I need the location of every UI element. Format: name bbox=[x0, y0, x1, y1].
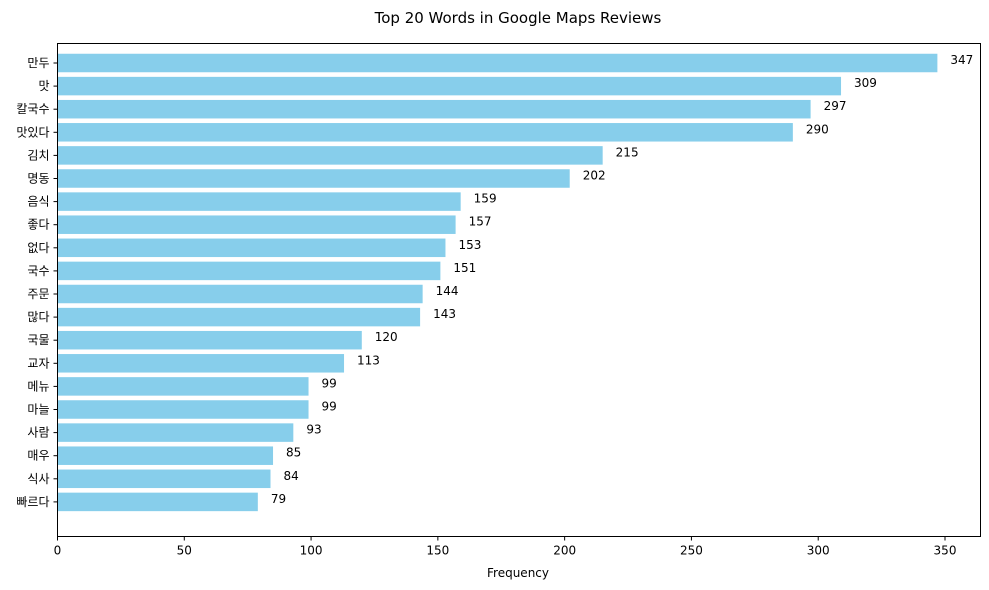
value-label: 159 bbox=[474, 192, 497, 206]
bar bbox=[57, 377, 309, 396]
x-tick-label: 50 bbox=[177, 544, 192, 558]
value-label: 120 bbox=[375, 330, 398, 344]
category-label: 주문 bbox=[27, 287, 49, 301]
plot-frame bbox=[57, 43, 981, 537]
value-label: 157 bbox=[469, 215, 492, 229]
category-label: 음식 bbox=[27, 195, 49, 209]
chart-title: Top 20 Words in Google Maps Reviews bbox=[374, 9, 662, 27]
value-label: 85 bbox=[286, 446, 301, 460]
bar bbox=[57, 469, 271, 489]
bar bbox=[57, 284, 423, 304]
value-label: 202 bbox=[583, 169, 606, 183]
x-axis-ticks: 0 50 100 150 200 250 300 350 bbox=[54, 536, 957, 558]
value-label: 113 bbox=[357, 353, 380, 367]
value-label: 215 bbox=[616, 145, 639, 159]
bar bbox=[57, 400, 309, 419]
x-axis-label: Frequency bbox=[487, 566, 549, 580]
bar bbox=[57, 446, 274, 465]
value-label: 84 bbox=[284, 469, 299, 483]
x-tick-label: 250 bbox=[680, 544, 703, 558]
category-label: 사람 bbox=[27, 426, 49, 440]
value-label: 143 bbox=[433, 307, 456, 321]
value-label: 93 bbox=[306, 423, 321, 437]
x-tick-label: 100 bbox=[300, 544, 323, 558]
value-label: 79 bbox=[271, 492, 286, 506]
x-tick-label: 350 bbox=[934, 544, 957, 558]
value-label: 309 bbox=[854, 76, 877, 90]
category-label: 맛 bbox=[38, 79, 49, 93]
category-label: 좋다 bbox=[27, 218, 49, 232]
bar bbox=[57, 261, 441, 281]
bar bbox=[57, 146, 603, 165]
x-tick-label: 300 bbox=[807, 544, 830, 558]
bar bbox=[57, 123, 793, 142]
x-tick-label: 150 bbox=[426, 544, 449, 558]
bar bbox=[57, 330, 362, 350]
category-labels: 만두맛칼국수맛있다김치명동음식좋다없다국수주문많다국물교자메뉴마늘사람매우식사빠… bbox=[16, 56, 58, 509]
value-label: 290 bbox=[806, 122, 829, 136]
bar bbox=[57, 53, 938, 73]
category-label: 칼국수 bbox=[16, 102, 49, 116]
category-label: 만두 bbox=[27, 56, 49, 70]
bar bbox=[57, 215, 456, 234]
x-tick-label: 200 bbox=[553, 544, 576, 558]
bar bbox=[57, 169, 570, 188]
category-label: 맛있다 bbox=[16, 125, 49, 139]
value-label: 99 bbox=[322, 376, 337, 390]
value-label: 144 bbox=[436, 284, 459, 298]
bar bbox=[57, 307, 421, 327]
category-label: 식사 bbox=[27, 472, 49, 486]
category-label: 명동 bbox=[27, 172, 49, 186]
category-label: 빠르다 bbox=[16, 495, 49, 509]
value-label: 153 bbox=[458, 238, 481, 252]
bars-group bbox=[57, 53, 938, 512]
category-label: 매우 bbox=[27, 449, 49, 463]
bar bbox=[57, 354, 345, 373]
x-tick-label: 0 bbox=[54, 544, 62, 558]
category-label: 교자 bbox=[27, 356, 49, 370]
value-label: 347 bbox=[950, 53, 973, 67]
bar bbox=[57, 238, 446, 258]
category-label: 메뉴 bbox=[27, 379, 49, 393]
value-labels: 347 309 297 290 215 202 159 157 153 151 144 143 120 1… bbox=[271, 53, 973, 506]
bar bbox=[57, 492, 258, 512]
value-label: 99 bbox=[322, 400, 337, 414]
bar bbox=[57, 99, 811, 119]
bar bbox=[57, 76, 842, 96]
category-label: 국물 bbox=[27, 333, 49, 347]
value-label: 297 bbox=[824, 99, 847, 113]
category-label: 김치 bbox=[27, 148, 49, 162]
category-label: 많다 bbox=[27, 310, 49, 324]
category-label: 마늘 bbox=[27, 403, 49, 417]
category-label: 없다 bbox=[27, 241, 49, 255]
value-label: 151 bbox=[453, 261, 476, 275]
bar bbox=[57, 423, 294, 442]
category-label: 국수 bbox=[27, 264, 49, 278]
bar bbox=[57, 192, 461, 211]
